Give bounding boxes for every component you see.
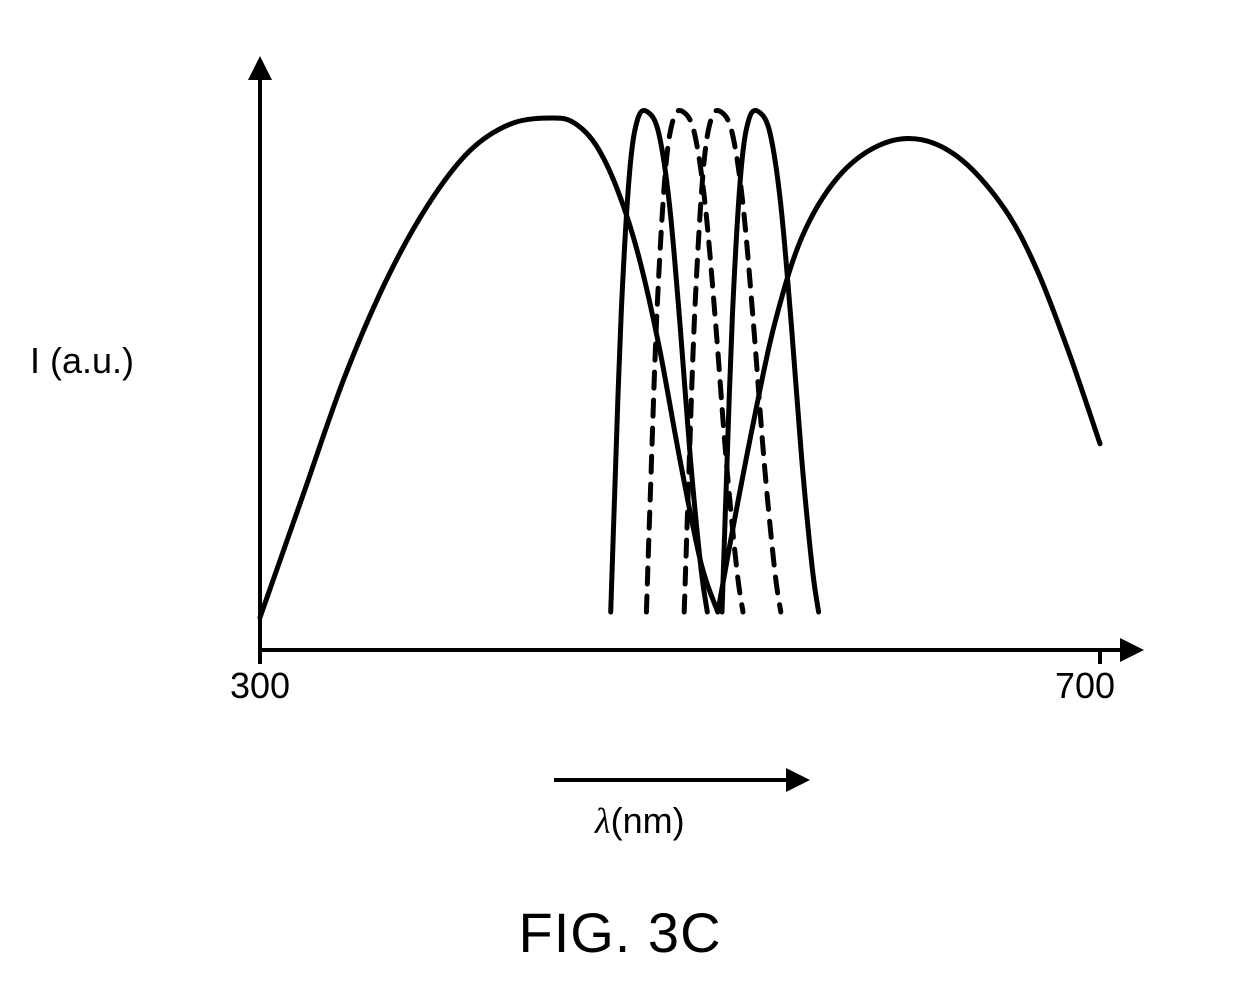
spectrum-chart (80, 40, 1160, 740)
lambda-symbol: λ (595, 801, 611, 841)
x-tick-min: 300 (230, 665, 290, 707)
figure-caption: FIG. 3C (518, 900, 721, 965)
chart-svg (80, 40, 1160, 860)
x-axis-lambda-label: λ(nm) (595, 800, 685, 842)
x-tick-max: 700 (1055, 665, 1115, 707)
y-axis-label: I (a.u.) (30, 340, 134, 382)
lambda-unit: (nm) (611, 800, 685, 841)
